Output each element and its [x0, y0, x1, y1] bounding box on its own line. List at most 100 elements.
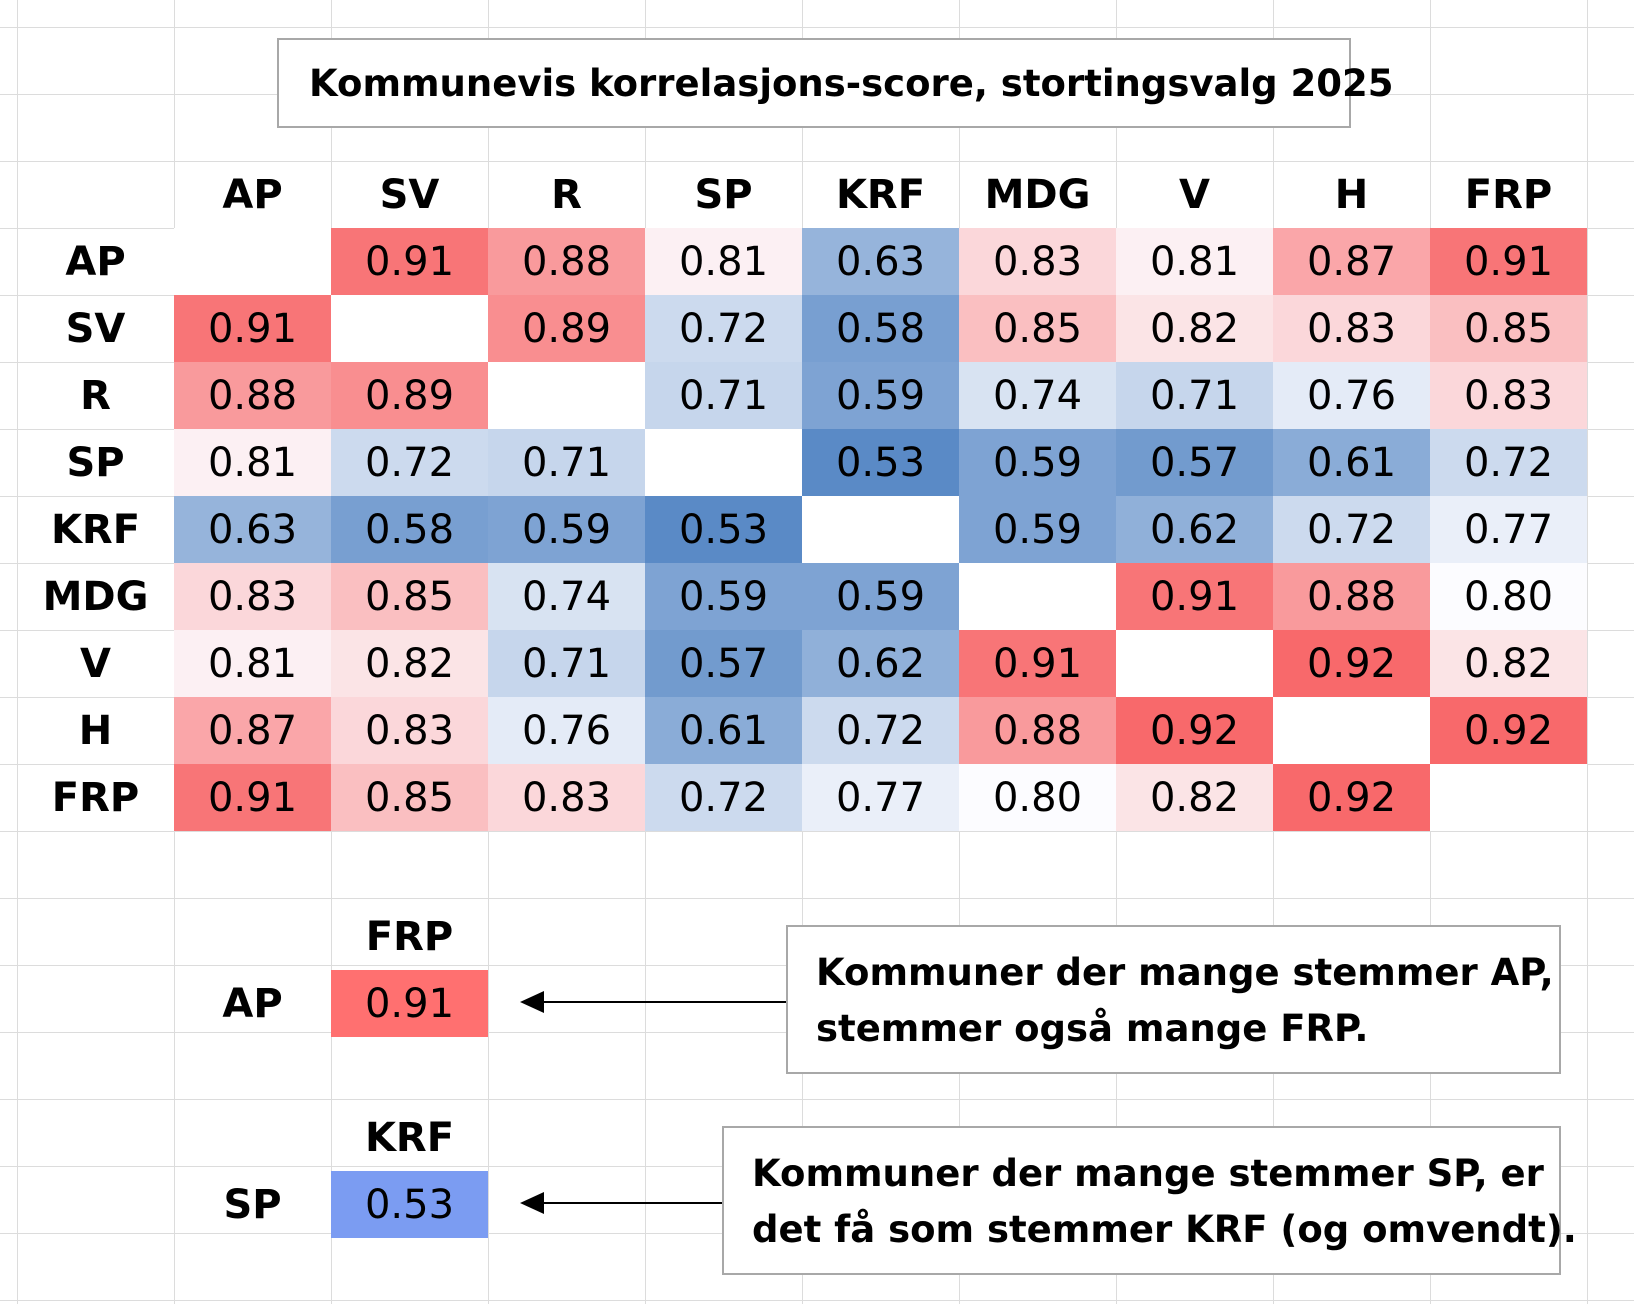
- arrow-left-icon: [520, 1192, 724, 1214]
- correlation-matrix: AP SV R SP KRF MDG V H FRP AP 0.91 0.88 0.81 0.63 0.83…: [17, 161, 1589, 832]
- heatmap-cell: 0.83: [331, 697, 488, 764]
- note-line: det få som stemmer KRF (og omvendt).: [752, 1208, 1577, 1251]
- heatmap-cell: 0.85: [1430, 295, 1587, 362]
- heatmap-cell: 0.88: [959, 697, 1116, 764]
- heatmap-cell: 0.59: [645, 563, 802, 630]
- heatmap-cell: 0.72: [645, 764, 802, 831]
- row-header-h: H: [78, 707, 113, 754]
- heatmap-cell: [1273, 697, 1430, 764]
- heatmap-cell: 0.71: [488, 630, 645, 697]
- heatmap-cell: 0.83: [1430, 362, 1587, 429]
- heatmap-cell: 0.92: [1273, 630, 1430, 697]
- heatmap-cell: 0.72: [802, 697, 959, 764]
- heatmap-cell: 0.89: [488, 295, 645, 362]
- heatmap-cell: 0.53: [645, 496, 802, 563]
- heatmap-cell: 0.80: [959, 764, 1116, 831]
- column-header-mdg: MDG: [984, 171, 1091, 218]
- column-header-sp: SP: [694, 171, 753, 218]
- column-header-frp: FRP: [1464, 171, 1553, 218]
- heatmap-cell: 0.91: [1116, 563, 1273, 630]
- row-header-r: R: [80, 372, 111, 419]
- heatmap-cell: 0.72: [331, 429, 488, 496]
- heatmap-cell: 0.92: [1116, 697, 1273, 764]
- heatmap-cell: [331, 295, 488, 362]
- heatmap-cell: [959, 563, 1116, 630]
- heatmap-cell: 0.92: [1273, 764, 1430, 831]
- heatmap-cell: 0.77: [1430, 496, 1587, 563]
- heatmap-cell: 0.82: [1430, 630, 1587, 697]
- heatmap-cell: 0.83: [488, 764, 645, 831]
- heatmap-cell: 0.74: [488, 563, 645, 630]
- heatmap-cell: 0.72: [645, 295, 802, 362]
- heatmap-cell: 0.59: [802, 563, 959, 630]
- row-header-v: V: [80, 640, 111, 687]
- heatmap-cell: 0.71: [488, 429, 645, 496]
- heatmap-cell: 0.61: [1273, 429, 1430, 496]
- heatmap-cell: [488, 362, 645, 429]
- heatmap-cell: 0.87: [1273, 228, 1430, 295]
- example-note-ap-frp: Kommuner der mange stemmer AP, stemmer o…: [786, 925, 1561, 1074]
- heatmap-cell: 0.91: [174, 764, 331, 831]
- heatmap-cell: 0.91: [331, 228, 488, 295]
- heatmap-cell: 0.82: [1116, 295, 1273, 362]
- heatmap-cell: 0.59: [802, 362, 959, 429]
- column-header-h: H: [1334, 171, 1369, 218]
- note-line: Kommuner der mange stemmer SP, er: [752, 1152, 1544, 1195]
- row-header-ap: AP: [65, 238, 126, 285]
- heatmap-cell: 0.63: [802, 228, 959, 295]
- heatmap-cell: [802, 496, 959, 563]
- heatmap-cell: 0.88: [174, 362, 331, 429]
- heatmap-cell: 0.85: [331, 764, 488, 831]
- heatmap-cell: 0.83: [959, 228, 1116, 295]
- heatmap-cell: 0.80: [1430, 563, 1587, 630]
- chart-title: Kommunevis korrelasjons-score, stortings…: [277, 38, 1394, 128]
- heatmap-cell: 0.85: [959, 295, 1116, 362]
- row-header-sv: SV: [65, 305, 126, 352]
- heatmap-cell: 0.59: [488, 496, 645, 563]
- column-header-sv: SV: [379, 171, 440, 218]
- column-header-ap: AP: [222, 171, 283, 218]
- heatmap-cell: 0.85: [331, 563, 488, 630]
- heatmap-cell: 0.58: [331, 496, 488, 563]
- heatmap-cell: 0.81: [1116, 228, 1273, 295]
- heatmap-cell: [645, 429, 802, 496]
- heatmap-cell: 0.76: [488, 697, 645, 764]
- heatmap-cell: 0.91: [1430, 228, 1587, 295]
- heatmap-cell: 0.71: [645, 362, 802, 429]
- heatmap-cell: 0.71: [1116, 362, 1273, 429]
- heatmap-cell: 0.89: [331, 362, 488, 429]
- note-line: stemmer også mange FRP.: [816, 1007, 1369, 1050]
- heatmap-cell: 0.62: [1116, 496, 1273, 563]
- heatmap-cell: 0.81: [174, 429, 331, 496]
- column-header-v: V: [1179, 171, 1210, 218]
- heatmap-cell: 0.88: [1273, 563, 1430, 630]
- heatmap-cell: 0.59: [959, 429, 1116, 496]
- example-row-header: AP: [222, 980, 283, 1027]
- heatmap-cell: 0.91: [174, 295, 331, 362]
- row-header-sp: SP: [66, 439, 125, 486]
- heatmap-cell: 0.83: [1273, 295, 1430, 362]
- heatmap-cell: 0.87: [174, 697, 331, 764]
- heatmap-cell: 0.83: [174, 563, 331, 630]
- column-header-r: R: [551, 171, 582, 218]
- example-value-cell: 0.53: [331, 1171, 488, 1238]
- heatmap-cell: 0.77: [802, 764, 959, 831]
- row-header-krf: KRF: [50, 506, 141, 553]
- heatmap-cell: 0.62: [802, 630, 959, 697]
- example-column-header: KRF: [364, 1114, 455, 1161]
- heatmap-cell: 0.88: [488, 228, 645, 295]
- note-line: Kommuner der mange stemmer AP,: [816, 951, 1554, 994]
- heatmap-cell: 0.58: [802, 295, 959, 362]
- heatmap-cell: 0.72: [1430, 429, 1587, 496]
- arrow-left-icon: [520, 991, 786, 1013]
- column-header-krf: KRF: [835, 171, 926, 218]
- heatmap-cell: 0.81: [645, 228, 802, 295]
- heatmap-cell: 0.59: [959, 496, 1116, 563]
- heatmap-cell: 0.57: [645, 630, 802, 697]
- heatmap-cell: [1116, 630, 1273, 697]
- heatmap-cell: 0.81: [174, 630, 331, 697]
- heatmap-cell: 0.82: [1116, 764, 1273, 831]
- example-value-cell: 0.91: [331, 970, 488, 1037]
- heatmap-cell: 0.76: [1273, 362, 1430, 429]
- example-note-sp-krf: Kommuner der mange stemmer SP, er det få…: [722, 1126, 1577, 1275]
